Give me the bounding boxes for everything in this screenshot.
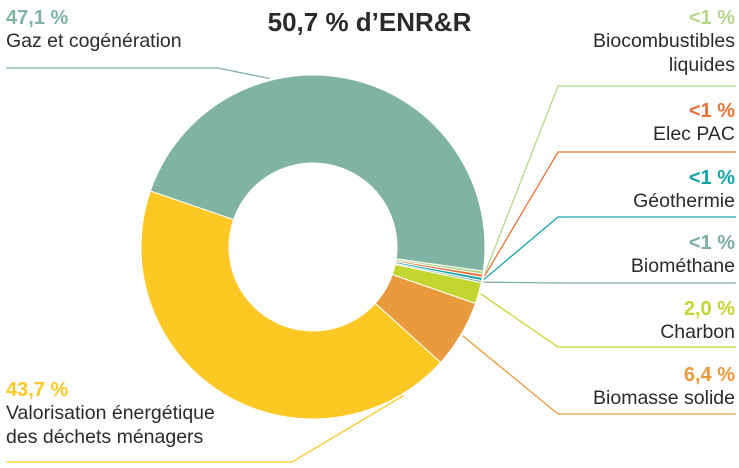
label-biomethane-value: <1 % bbox=[688, 232, 735, 254]
label-geothermie: <1 % Géothermie bbox=[633, 166, 735, 214]
leader-valorisation-energetique-des-dechets-menagers bbox=[6, 394, 405, 463]
label-biomethane: <1 % Biométhane bbox=[631, 231, 735, 279]
label-gaz-value: 47,1 % bbox=[6, 7, 69, 29]
label-dechets: 43,7 % Valorisation énergétique des déch… bbox=[6, 378, 215, 450]
label-biomasse: 6,4 % Biomasse solide bbox=[593, 363, 735, 411]
label-elec-pac-name: Elec PAC bbox=[653, 123, 735, 146]
label-dechets-value: 43,7 % bbox=[6, 379, 69, 401]
label-biomasse-value: 6,4 % bbox=[683, 364, 735, 386]
leader-biomethane bbox=[483, 281, 736, 284]
leader-lines bbox=[6, 67, 736, 463]
label-gaz: 47,1 % Gaz et cogénération bbox=[6, 6, 182, 54]
leader-elec-pac bbox=[483, 151, 736, 277]
label-geothermie-value: <1 % bbox=[688, 167, 735, 189]
slice-gaz-et-cogeneration bbox=[149, 74, 486, 272]
chart-title: 50,7 % d’ENR&R bbox=[267, 7, 472, 37]
label-gaz-name: Gaz et cogénération bbox=[6, 30, 182, 53]
label-biocombustibles-name-line1: Biocombustibles bbox=[593, 30, 735, 53]
label-geothermie-name: Géothermie bbox=[633, 190, 735, 213]
label-biocombustibles-name-line2: liquides bbox=[668, 54, 735, 77]
leader-biocombustibles-liquides bbox=[484, 85, 736, 274]
leader-charbon bbox=[480, 293, 736, 348]
label-elec-pac: <1 % Elec PAC bbox=[653, 99, 735, 147]
label-dechets-name-line2: des déchets ménagers bbox=[6, 426, 204, 449]
label-dechets-name-line1: Valorisation énergétique bbox=[6, 402, 215, 425]
leader-gaz-et-cogeneration bbox=[6, 67, 270, 80]
leader-biomasse-solide bbox=[462, 335, 736, 415]
label-charbon: 2,0 % Charbon bbox=[660, 297, 735, 345]
slice-valorisation-energetique-des-dechets-menagers bbox=[140, 190, 442, 420]
label-biocombustibles-value: <1 % bbox=[688, 7, 735, 29]
label-elec-pac-value: <1 % bbox=[688, 100, 735, 122]
label-charbon-name: Charbon bbox=[660, 321, 735, 344]
leader-geothermie bbox=[483, 216, 736, 280]
donut-slices bbox=[140, 74, 486, 420]
label-biomasse-name: Biomasse solide bbox=[593, 387, 735, 410]
label-biomethane-name: Biométhane bbox=[630, 255, 735, 278]
label-biocombustibles: <1 % Biocombustibles liquides bbox=[593, 6, 735, 78]
label-charbon-value: 2,0 % bbox=[683, 298, 735, 320]
